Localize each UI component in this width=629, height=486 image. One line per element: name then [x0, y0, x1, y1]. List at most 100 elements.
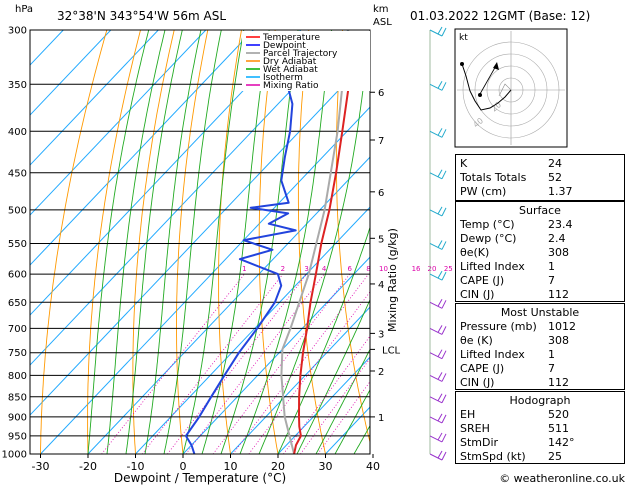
stat-value: 308 — [548, 334, 569, 347]
stat-value: 23.4 — [548, 218, 573, 231]
mixing-ratio-label: 20 — [428, 265, 437, 273]
asl-label: ASL — [373, 17, 392, 28]
stat-label: θe(K) — [460, 246, 490, 259]
dry-adiabat-line — [258, 30, 279, 454]
dry-adiabat-line — [218, 30, 242, 454]
stat-value: 308 — [548, 246, 569, 259]
mixing-ratio-label: 25 — [444, 265, 453, 273]
stat-label: Lifted Index — [460, 260, 525, 273]
isotherm-line — [135, 206, 370, 454]
stats-panel-indices: K 24 Totals Totals 52 PW (cm) 1.37 — [455, 154, 625, 201]
pressure-tick-label: 800 — [8, 371, 27, 382]
plot-frame — [29, 29, 371, 455]
stat-label: Temp (°C) — [460, 218, 515, 231]
wind-barb — [429, 128, 447, 138]
height-tick-label: 2 — [378, 367, 384, 378]
hodograph-storm-marker — [478, 93, 482, 97]
pressure-tick-label: 350 — [8, 80, 27, 91]
stat-label: SREH — [460, 422, 490, 435]
legend-label: Dry Adiabat — [263, 57, 317, 67]
location-label: 32°38'N 343°54'W 56m ASL — [57, 9, 226, 23]
lcl-label: LCL — [382, 345, 401, 356]
isotherm-line — [30, 30, 254, 266]
isotherm-line — [230, 306, 370, 454]
stat-row: StmDir 142° — [456, 436, 624, 450]
stat-value: 1.37 — [548, 185, 573, 198]
stat-value: 112 — [548, 288, 569, 301]
stat-row: CIN (J) 112 — [456, 288, 624, 302]
isotherm-line — [30, 30, 112, 116]
stat-value: 142° — [548, 436, 575, 449]
stat-value: 2.4 — [548, 232, 566, 245]
pressure-tick-label: 400 — [8, 127, 27, 138]
legend-label: Mixing Ratio — [263, 81, 319, 91]
wind-barb — [429, 270, 447, 281]
mixing-ratio-line — [283, 335, 370, 454]
wet-adiabat-line — [258, 30, 370, 454]
stat-value: 7 — [548, 362, 555, 375]
stat-row: Temp (°C) 23.4 — [456, 218, 624, 232]
wind-barb — [429, 81, 447, 91]
stat-value: 1 — [548, 260, 555, 273]
pressure-tick-label: 1000 — [2, 450, 27, 461]
stat-label: θe (K) — [460, 334, 493, 347]
stat-value: 24 — [548, 157, 562, 170]
stat-value: 112 — [548, 376, 569, 389]
wet-adiabat-line — [315, 348, 370, 454]
mixing-ratio-label: 16 — [412, 265, 421, 273]
stat-row: θe(K) 308 — [456, 246, 624, 260]
height-tick-label: 6 — [378, 188, 384, 199]
wet-adiabat-line — [106, 30, 166, 454]
x-tick-label: -20 — [79, 460, 97, 473]
stat-label: Pressure (mb) — [460, 320, 537, 333]
legend-label: Temperature — [262, 33, 320, 43]
pressure-tick-label: 950 — [8, 431, 27, 442]
wind-barb — [429, 413, 447, 424]
stat-row: SREH 511 — [456, 422, 624, 436]
x-tick-label: -30 — [32, 460, 50, 473]
x-axis-title: Dewpoint / Temperature (°C) — [114, 471, 286, 485]
mixing-ratio-labels: 1 2 3 4 6 8 10 16 20 25 — [242, 265, 453, 273]
stat-label: PW (cm) — [460, 185, 507, 198]
isotherm-line — [182, 256, 370, 454]
x-tick-label: 30 — [319, 460, 333, 473]
datetime-label: 01.03.2022 12GMT (Base: 12) — [410, 9, 590, 23]
x-tick-label: 20 — [271, 460, 285, 473]
stat-value: 1 — [548, 348, 555, 361]
footer-credit: © weatheronline.co.uk — [499, 472, 625, 485]
pressure-tick-label: 750 — [8, 348, 27, 359]
stat-label: Totals Totals — [460, 171, 527, 184]
wind-barb — [429, 26, 447, 37]
height-tick-label: 1 — [378, 413, 384, 424]
stat-value: 1012 — [548, 320, 576, 333]
stat-row: CAPE (J) 7 — [456, 362, 624, 376]
most-unstable-title: Most Unstable — [500, 306, 580, 319]
stat-row: Totals Totals 52 — [456, 171, 624, 185]
stats-panel-surface: Surface Temp (°C) 23.4 Dewp (°C) 2.4 θe(K)… — [455, 201, 625, 302]
wind-barb — [429, 372, 447, 382]
stat-value: 511 — [548, 422, 569, 435]
height-tick-label: 3 — [378, 329, 384, 340]
stat-label: CAPE (J) — [460, 362, 505, 375]
wind-barb — [429, 432, 447, 443]
pressure-tick-label: 700 — [8, 324, 27, 335]
hodograph-title: Hodograph — [509, 394, 571, 407]
mixing-ratio-label: 4 — [322, 265, 327, 273]
mixing-ratio-line — [248, 291, 370, 454]
stat-row: StmSpd (kt) 25 — [456, 450, 624, 464]
pressure-tick-label: 650 — [8, 298, 27, 309]
stat-value: 520 — [548, 408, 569, 421]
stat-label: StmDir — [460, 436, 499, 449]
wind-barb — [429, 299, 447, 309]
wind-barbs — [429, 26, 447, 461]
stat-row: CIN (J) 112 — [456, 376, 624, 390]
height-tick-label: 7 — [378, 136, 384, 147]
hodograph-trace — [461, 63, 512, 111]
mixing-ratio-line — [101, 273, 245, 454]
x-axis: -30 -20 -10 0 10 20 30 40 — [32, 454, 380, 473]
isotherm-line — [30, 30, 207, 216]
hodograph-storm-arrow — [479, 63, 498, 95]
mixing-ratio-label: 1 — [242, 265, 246, 273]
x-tick-label: 40 — [366, 460, 380, 473]
